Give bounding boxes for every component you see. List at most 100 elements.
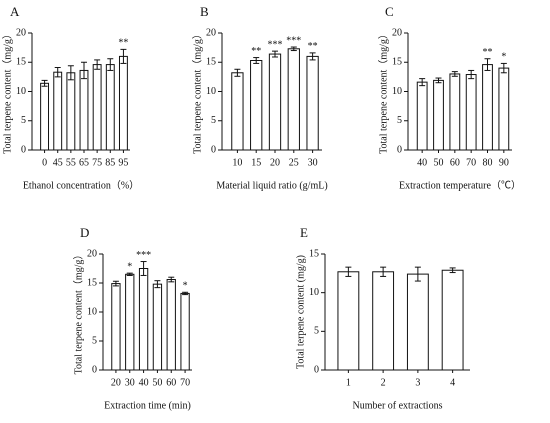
y-tick-label: 5: [92, 335, 97, 346]
y-tick-label: 0: [314, 364, 319, 375]
bar: [231, 72, 244, 151]
significance-label: **: [308, 41, 318, 52]
panel-label: E: [300, 225, 308, 240]
y-tick-label: 5: [397, 115, 402, 126]
significance-label: **: [483, 47, 493, 58]
bar: [40, 82, 50, 151]
x-tick-label: 15: [251, 157, 261, 168]
x-tick-label: 85: [105, 157, 115, 168]
significance-label: **: [251, 46, 261, 57]
x-tick-label: 50: [152, 377, 162, 388]
y-tick-label: 10: [16, 86, 26, 97]
significance-label: *: [127, 261, 132, 272]
significance-label: ***: [268, 39, 283, 50]
bar: [152, 283, 163, 371]
panel-label: C: [385, 4, 394, 19]
bar: [53, 71, 63, 151]
bar: [482, 64, 493, 151]
x-tick-label: 4: [450, 377, 455, 388]
y-tick-label: 20: [206, 27, 216, 38]
x-tick-label: 30: [308, 157, 318, 168]
bar: [406, 273, 429, 371]
x-tick-label: 0: [42, 157, 47, 168]
bar: [287, 48, 300, 151]
x-tick-label: 90: [499, 157, 509, 168]
y-axis-label: Total terpene content（mg/g）: [1, 29, 13, 154]
bar: [138, 268, 149, 371]
bar: [166, 279, 176, 371]
bar: [250, 59, 263, 151]
x-axis-label: Ethanol concentration（%）: [23, 179, 139, 191]
bar: [441, 269, 464, 371]
x-tick-label: 20: [270, 157, 280, 168]
bar: [111, 283, 121, 371]
y-tick-label: 10: [87, 306, 97, 317]
x-axis-label: Extraction temperature（℃）: [399, 179, 521, 191]
bar: [306, 55, 319, 151]
bar: [449, 73, 461, 151]
y-tick-label: 20: [87, 248, 97, 259]
y-tick-label: 10: [392, 86, 402, 97]
x-axis-label: Number of extractions: [353, 400, 443, 411]
x-tick-label: 80: [483, 157, 493, 168]
y-tick-label: 5: [211, 115, 216, 126]
x-tick-label: 40: [139, 377, 149, 388]
y-tick-label: 5: [314, 326, 319, 337]
y-axis-label: Total terpene content（mg/g）: [377, 29, 389, 154]
x-axis-label: Material liquid ratio (g/mL): [216, 180, 327, 191]
x-tick-label: 60: [450, 157, 460, 168]
significance-label: ***: [136, 250, 151, 261]
y-tick-label: 0: [211, 144, 216, 155]
x-tick-label: 50: [434, 157, 444, 168]
bar: [79, 69, 89, 151]
y-tick-label: 15: [309, 248, 319, 259]
bar: [268, 53, 282, 151]
y-axis-label: Total terpene content (mg/g): [295, 255, 306, 369]
x-tick-label: 95: [118, 157, 128, 168]
x-tick-label: 30: [125, 377, 135, 388]
x-tick-label: 20: [111, 377, 121, 388]
x-tick-label: 1: [346, 377, 351, 388]
x-tick-label: 10: [232, 157, 242, 168]
significance-label: ***: [286, 35, 301, 46]
y-tick-label: 15: [392, 57, 402, 68]
significance-label: *: [183, 281, 188, 292]
x-tick-label: 65: [79, 157, 89, 168]
bar: [92, 64, 102, 151]
significance-label: **: [118, 38, 128, 49]
x-tick-label: 75: [92, 157, 102, 168]
bar: [180, 292, 190, 371]
panel-label: A: [10, 4, 20, 19]
x-tick-label: 25: [289, 157, 299, 168]
x-tick-label: 3: [415, 377, 420, 388]
x-tick-label: 2: [381, 377, 386, 388]
bar: [498, 67, 510, 151]
bar: [372, 271, 395, 371]
bar: [118, 55, 128, 151]
x-axis-label: Extraction time (min): [104, 400, 191, 411]
x-tick-label: 40: [417, 157, 427, 168]
x-tick-label: 70: [466, 157, 476, 168]
significance-label: *: [501, 52, 506, 63]
panel-label: D: [80, 225, 89, 240]
bar: [125, 273, 135, 371]
x-tick-label: 60: [166, 377, 176, 388]
y-tick-label: 10: [206, 86, 216, 97]
y-tick-label: 0: [92, 364, 97, 375]
y-axis-label: Total terpene content（mg/g）: [72, 250, 84, 375]
bar: [105, 64, 115, 151]
x-tick-label: 70: [180, 377, 190, 388]
y-tick-label: 0: [21, 144, 26, 155]
x-tick-label: 55: [66, 157, 76, 168]
y-tick-label: 10: [309, 287, 319, 298]
bar: [337, 271, 360, 371]
bar: [465, 74, 477, 151]
y-axis-label: Total terpene content（mg/g）: [191, 29, 203, 154]
bar: [433, 79, 444, 151]
y-tick-label: 0: [397, 144, 402, 155]
bar: [416, 81, 428, 151]
y-tick-label: 20: [392, 27, 402, 38]
y-tick-label: 15: [87, 277, 97, 288]
y-tick-label: 15: [206, 57, 216, 68]
